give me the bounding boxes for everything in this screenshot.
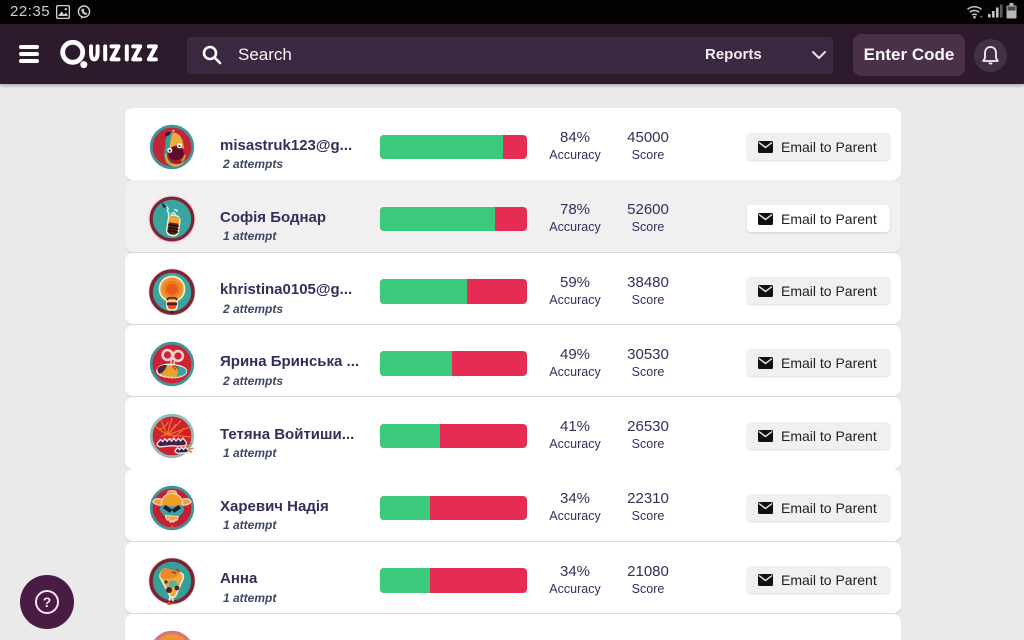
svg-text:?: ? [43,594,52,610]
